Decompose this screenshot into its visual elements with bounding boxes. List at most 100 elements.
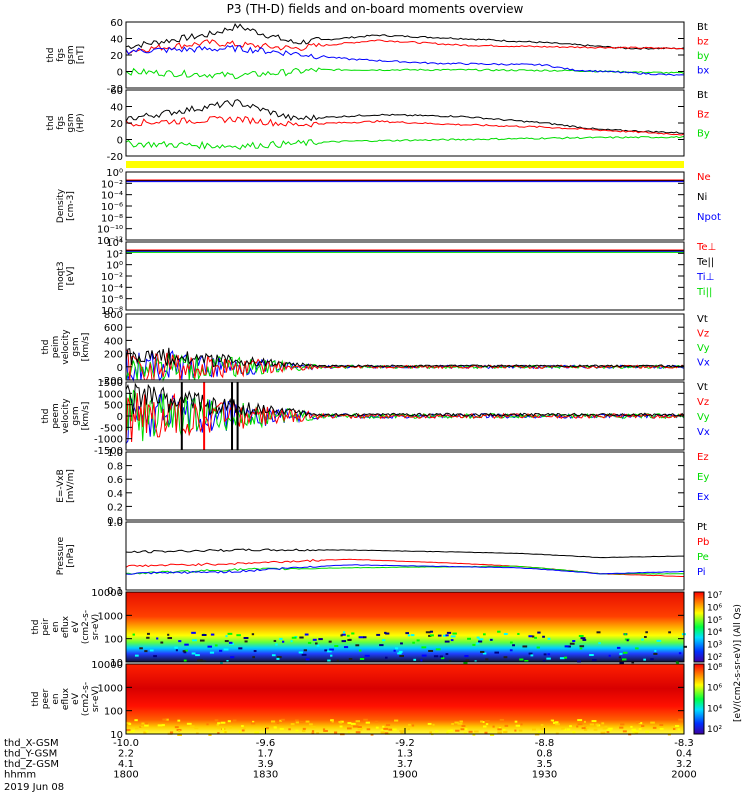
spectrogram-noise [472, 643, 476, 646]
spectrogram-noise [191, 631, 196, 634]
spectrogram-noise [316, 732, 320, 735]
spectrogram-noise [608, 727, 613, 730]
spectrogram-noise [447, 729, 453, 732]
spectrogram-noise [201, 633, 207, 636]
x-tick-label: -9.6 [256, 738, 276, 749]
legend: Bt Bz By [697, 90, 710, 140]
spectrogram-noise [412, 641, 415, 644]
series-line [125, 382, 685, 417]
spectrogram-noise [276, 657, 280, 660]
spectrogram-noise [276, 721, 280, 724]
legend-Vz: Vz [697, 329, 709, 340]
spectrogram-noise [139, 647, 143, 650]
y-axis-label: (cm2-s- [81, 610, 91, 644]
spectrogram-noise [135, 727, 139, 730]
spectrogram-noise [503, 632, 508, 635]
spectrogram-noise [420, 659, 423, 662]
spectrogram-noise [643, 658, 646, 661]
legend-Vz: Vz [697, 397, 709, 408]
spectrogram-noise [273, 639, 277, 642]
spectrogram-noise [143, 731, 147, 734]
spectrogram-noise [364, 654, 370, 657]
spectrogram-noise [184, 649, 188, 652]
colorbar-tick-label: 10³ [707, 641, 722, 651]
spectrogram-noise [474, 730, 479, 733]
y-tick-label: 10 [110, 730, 123, 741]
spectrogram-noise [534, 636, 537, 639]
spectrogram-noise [559, 657, 565, 660]
series-line [125, 389, 685, 442]
y-axis-label: Pressure [56, 536, 66, 575]
spectrogram-noise [310, 726, 316, 729]
spectrogram-noise [509, 641, 513, 644]
y-tick-label: 10 [110, 658, 123, 669]
spectrogram-noise [128, 723, 132, 726]
legend-Ti⊥: Ti⊥ [696, 272, 714, 283]
y-tick-label: 40 [110, 103, 123, 114]
spectrogram-noise [307, 641, 312, 644]
y-axis-label: moqt3 [56, 261, 66, 290]
spectrogram-noise [400, 731, 404, 734]
spectrogram-noise [228, 641, 233, 644]
spectrogram-noise [619, 726, 624, 729]
spectrogram-noise [463, 732, 468, 735]
spectrogram-noise [445, 653, 449, 656]
spectrogram-noise [429, 731, 433, 734]
x-row-label: thd_Z-GSM [4, 759, 59, 770]
y-tick-label: 10⁻⁸ [101, 306, 123, 317]
spectrogram-noise [327, 659, 331, 662]
spectrogram-noise [384, 732, 389, 735]
y-axis-label: [mV/m] [66, 469, 76, 503]
spectrogram-noise [678, 718, 684, 721]
spectrogram-noise [146, 632, 150, 635]
spectrogram-noise [291, 636, 297, 639]
spectrogram-noise [542, 660, 546, 663]
legend-Bz: Bz [697, 109, 709, 120]
x-tick-label: 0.8 [537, 749, 553, 760]
y-axis-label: thd [41, 409, 51, 424]
spectrogram-noise [542, 635, 545, 638]
spectrogram-noise [217, 722, 221, 725]
spectrogram-noise [312, 638, 317, 641]
y-tick-label: 500 [104, 401, 123, 412]
spectrogram-noise [315, 642, 318, 645]
legend-Pe: Pe [697, 552, 709, 563]
spectrogram-noise [223, 648, 229, 651]
spectrogram-noise [583, 728, 588, 731]
spectrogram-noise [549, 720, 552, 723]
legend-Bt: Bt [697, 90, 708, 101]
spectrogram-noise [451, 723, 454, 726]
spectrogram-noise [208, 733, 212, 736]
spectrogram-noise [577, 723, 583, 726]
spectrogram-noise [596, 631, 601, 634]
spectrogram-noise [169, 731, 174, 734]
spectrogram-noise [183, 651, 187, 654]
spectrogram-noise [455, 729, 460, 732]
spectrogram-noise [445, 634, 449, 637]
spectrogram-noise [134, 654, 139, 657]
spectrogram-noise [604, 725, 608, 728]
spectrogram-noise [498, 727, 502, 730]
spectrogram-noise [462, 728, 468, 731]
spectrogram-noise [340, 634, 343, 637]
spectrogram-noise [328, 640, 332, 643]
spectrogram-noise [162, 718, 167, 721]
panel-2: 60 40 20 0 -20 thd fgs gsm (HP) Bt Bz By [46, 86, 710, 163]
spectrogram-noise [226, 660, 229, 663]
spectrogram-noise [530, 654, 534, 657]
y-axis-label: fgs [56, 116, 66, 130]
spectrogram-noise [624, 633, 627, 636]
spectrogram-noise [355, 731, 361, 734]
spectrogram-noise [290, 640, 293, 643]
spectrogram-noise [400, 642, 403, 645]
spectrogram-noise [547, 637, 551, 640]
spectrogram-noise [305, 658, 310, 661]
spectrogram-noise [161, 724, 165, 727]
spectrogram-noise [363, 636, 367, 639]
spectrogram-noise [301, 729, 306, 732]
y-tick-label: 1.0 [107, 448, 123, 459]
spectrogram-noise [467, 637, 471, 640]
y-tick-label: 20 [110, 119, 123, 130]
